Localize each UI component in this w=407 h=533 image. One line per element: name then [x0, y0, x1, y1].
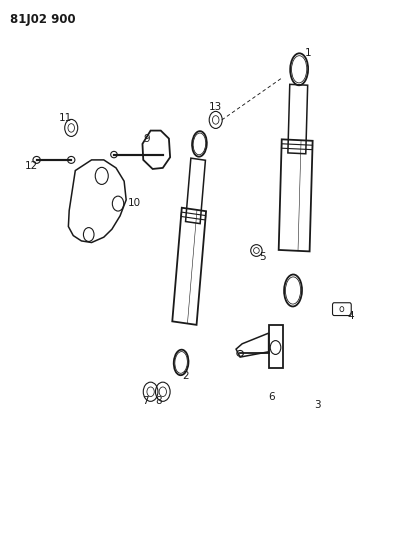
Text: 81J02 900: 81J02 900 [10, 13, 76, 26]
Text: 3: 3 [314, 400, 321, 410]
Text: 11: 11 [59, 114, 72, 123]
Text: 5: 5 [259, 252, 266, 262]
Text: 10: 10 [128, 198, 141, 207]
Text: 13: 13 [209, 102, 222, 111]
Text: 1: 1 [305, 49, 312, 58]
Text: 12: 12 [25, 161, 38, 171]
Text: 6: 6 [268, 392, 275, 402]
Text: 2: 2 [182, 371, 188, 381]
Text: 8: 8 [155, 396, 162, 406]
Text: 9: 9 [143, 134, 150, 143]
Text: 7: 7 [142, 396, 149, 406]
Text: 4: 4 [348, 311, 354, 320]
